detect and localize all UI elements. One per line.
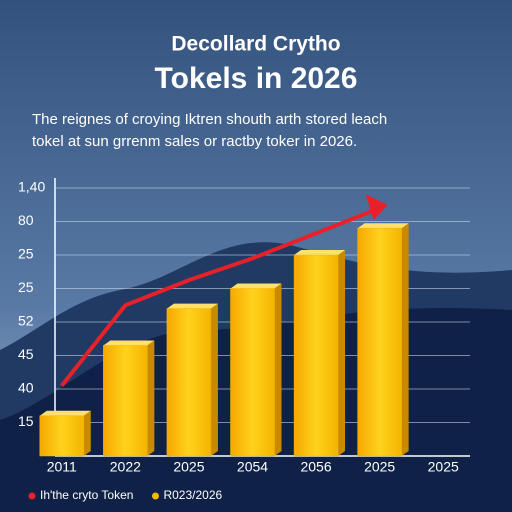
y-tick-label: 45	[18, 346, 34, 362]
y-tick-label: 40	[18, 380, 34, 396]
x-tick-label: 2025	[173, 459, 204, 475]
trend-line	[60, 206, 381, 387]
x-tick-label: 2022	[110, 459, 141, 475]
bar-top	[357, 223, 409, 229]
x-tick-label: 2056	[300, 459, 331, 475]
description: tokel at sun grrenm sales or ractby toke…	[32, 133, 357, 150]
legend-swatch	[151, 492, 159, 500]
bar	[166, 308, 212, 457]
bar	[39, 415, 85, 457]
y-tick-label: 25	[18, 279, 34, 295]
bar-side	[210, 303, 218, 456]
x-tick-label: 2025	[428, 459, 459, 475]
bar-top	[39, 410, 91, 416]
bar	[293, 254, 339, 457]
bar-side	[83, 410, 91, 456]
description: The reignes of croying Iktren shouth art…	[32, 111, 387, 128]
legend-label: R023/2026	[163, 488, 222, 502]
bar-top	[294, 250, 346, 255]
bar-side	[274, 283, 282, 456]
legend-swatch	[28, 492, 36, 500]
bar-top	[103, 340, 155, 346]
bar-side	[147, 340, 155, 456]
bar	[230, 288, 275, 457]
bar	[103, 345, 148, 457]
y-tick-label: 80	[18, 212, 34, 228]
y-tick-label: 25	[18, 246, 34, 262]
x-tick-label: 2011	[47, 459, 77, 475]
bar	[357, 227, 402, 457]
bar-top	[166, 303, 218, 309]
y-tick-label: 1,40	[18, 179, 45, 195]
bar-top	[230, 283, 282, 289]
bar-side	[338, 250, 346, 456]
x-tick-label: 2054	[237, 459, 268, 475]
bar-side	[401, 223, 409, 456]
arrow-head	[365, 194, 388, 221]
chart-subtitle: Tokels in 2026	[155, 62, 358, 95]
y-tick-label: 52	[18, 313, 34, 329]
legend-label: Ih'the cryto Token	[40, 488, 133, 502]
y-tick-label: 15	[18, 413, 34, 429]
x-tick-label: 2025	[364, 459, 395, 475]
chart-title: Decollard Crytho	[171, 33, 340, 56]
